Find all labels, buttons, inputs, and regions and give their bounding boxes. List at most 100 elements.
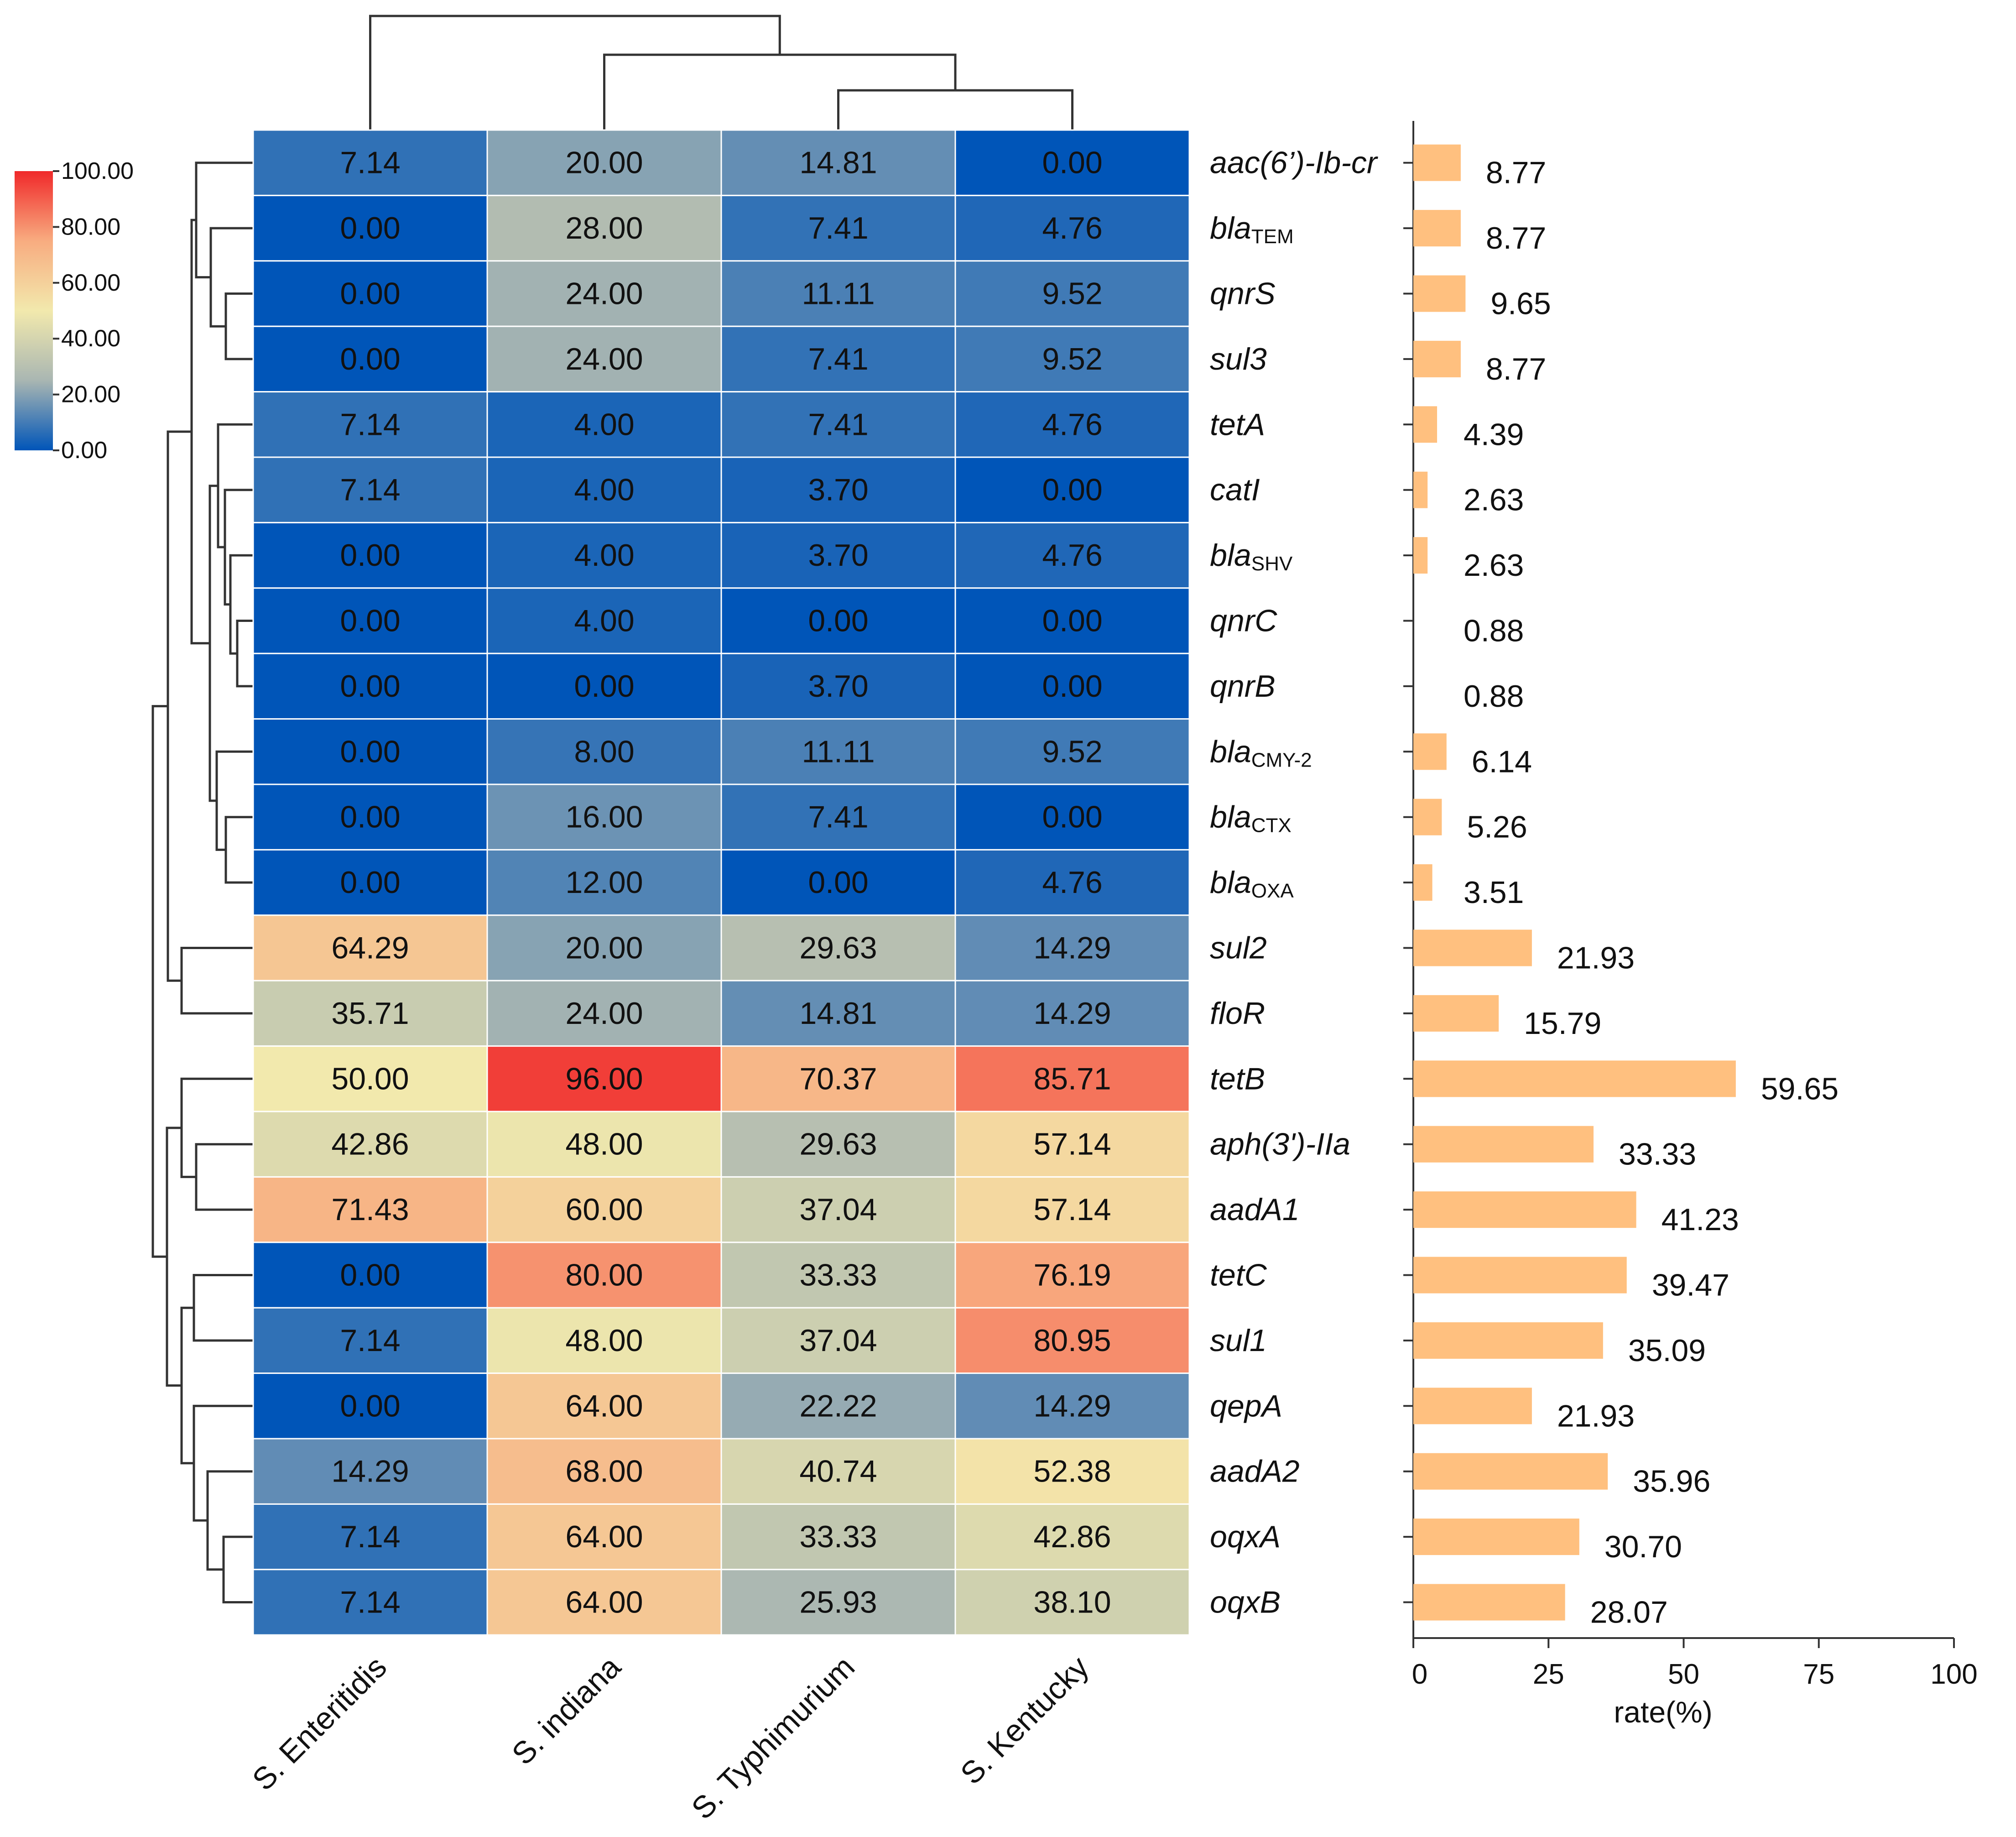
colorbar-tick-label: 0.00 bbox=[61, 437, 107, 464]
bar bbox=[1413, 1257, 1627, 1294]
cell-value: 0.00 bbox=[1042, 146, 1102, 180]
bar-value-label: 59.65 bbox=[1761, 1071, 1839, 1106]
cell-value: 24.00 bbox=[565, 277, 643, 311]
dendrogram-branch bbox=[222, 1535, 253, 1603]
cell-value: 50.00 bbox=[331, 1061, 409, 1096]
dendrogram-branch bbox=[236, 620, 253, 688]
gene-label: qepA bbox=[1210, 1388, 1282, 1423]
cell-value: 0.00 bbox=[1042, 604, 1102, 638]
colorbar-tick-label: 60.00 bbox=[61, 270, 120, 296]
bar-value-label: 3.51 bbox=[1464, 875, 1524, 910]
cell-value: 7.41 bbox=[808, 211, 868, 245]
heatmap: 7.14 20.00 14.81 0.00 0.00 28.00 7.41 4.76 0.00 2… bbox=[252, 129, 1190, 1636]
heatmap-cell bbox=[486, 1111, 722, 1178]
heatmap-cell bbox=[954, 194, 1190, 262]
bar bbox=[1413, 733, 1447, 770]
bar bbox=[1413, 275, 1466, 312]
heatmap-cell bbox=[486, 260, 722, 327]
heatmap-cell bbox=[252, 718, 488, 785]
gene-label: aph(3')-IIa bbox=[1210, 1127, 1350, 1162]
x-tick-label: 100 bbox=[1930, 1659, 1977, 1690]
heatmap-cell bbox=[720, 1503, 956, 1571]
bar bbox=[1413, 864, 1433, 901]
heatmap-cell bbox=[486, 1045, 722, 1112]
heatmap-cell bbox=[252, 522, 488, 589]
cell-value: 11.11 bbox=[802, 277, 875, 311]
bar-value-label: 5.26 bbox=[1467, 810, 1527, 845]
heatmap-cell bbox=[252, 1242, 488, 1309]
heatmap-cell bbox=[486, 129, 722, 196]
heatmap-cell bbox=[252, 260, 488, 327]
dendrogram-branch bbox=[206, 1470, 253, 1571]
gene-label: blaTEM bbox=[1210, 211, 1294, 247]
heatmap-cell bbox=[720, 1111, 956, 1178]
dendrogram-branch bbox=[195, 1143, 253, 1211]
gene-label: sul3 bbox=[1210, 342, 1267, 376]
column-labels: S. Enteritidis S. indiana S. Typhimurium S.… bbox=[245, 1649, 1095, 1826]
cell-value: 80.95 bbox=[1033, 1323, 1111, 1358]
cell-value: 7.14 bbox=[340, 473, 400, 507]
gene-label: aadA1 bbox=[1210, 1192, 1300, 1227]
bar bbox=[1413, 340, 1461, 377]
colorbar-tick-label: 100.00 bbox=[61, 158, 134, 184]
gene-label: blaOXA bbox=[1210, 865, 1294, 902]
cell-value: 14.29 bbox=[1033, 996, 1111, 1031]
gene-label: aadA2 bbox=[1210, 1454, 1300, 1489]
heatmap-cell bbox=[720, 1176, 956, 1243]
heatmap-cell bbox=[954, 456, 1190, 523]
heatmap-cell bbox=[486, 587, 722, 654]
cell-value: 14.29 bbox=[331, 1454, 409, 1489]
dendrogram-branch bbox=[209, 227, 253, 328]
cell-value: 0.00 bbox=[808, 604, 868, 638]
cell-value: 4.76 bbox=[1042, 865, 1102, 900]
heatmap-cell bbox=[252, 587, 488, 654]
cell-value: 48.00 bbox=[565, 1323, 643, 1358]
cell-value: 64.00 bbox=[565, 1519, 643, 1554]
bar-value-label: 28.07 bbox=[1590, 1595, 1668, 1630]
bar-value-label: 8.77 bbox=[1486, 221, 1546, 256]
heatmap-cell bbox=[720, 980, 956, 1047]
heatmap-cell bbox=[252, 652, 488, 720]
dendrogram-branch bbox=[369, 15, 781, 130]
gene-label: tetC bbox=[1210, 1258, 1267, 1293]
bar bbox=[1413, 1388, 1532, 1425]
cell-value: 3.70 bbox=[808, 669, 868, 704]
x-axis-title: rate(%) bbox=[1614, 1695, 1712, 1729]
cell-value: 0.00 bbox=[1042, 800, 1102, 835]
cell-value: 85.71 bbox=[1033, 1061, 1111, 1096]
cell-value: 7.14 bbox=[340, 407, 400, 442]
cell-value: 9.52 bbox=[1042, 734, 1102, 769]
heatmap-cell bbox=[954, 260, 1190, 327]
bar-value-label: 2.63 bbox=[1464, 483, 1524, 517]
cell-value: 0.00 bbox=[1042, 669, 1102, 704]
heatmap-cell bbox=[954, 980, 1190, 1047]
cell-value: 33.33 bbox=[799, 1258, 877, 1293]
cell-value: 0.00 bbox=[340, 669, 400, 704]
dendrogram-branch bbox=[193, 1274, 253, 1342]
bar-value-label: 9.65 bbox=[1490, 287, 1551, 321]
bar-value-label: 15.79 bbox=[1524, 1006, 1601, 1041]
heatmap-cell bbox=[720, 1569, 956, 1636]
bar bbox=[1413, 1519, 1579, 1555]
heatmap-cell bbox=[720, 914, 956, 981]
cell-value: 7.41 bbox=[808, 407, 868, 442]
cell-value: 3.70 bbox=[808, 473, 868, 507]
cell-value: 48.00 bbox=[565, 1127, 643, 1162]
bar bbox=[1413, 1060, 1736, 1097]
bar bbox=[1413, 1322, 1603, 1359]
heatmap-cell bbox=[954, 1176, 1190, 1243]
gene-label: sul1 bbox=[1210, 1323, 1267, 1358]
heatmap-cell bbox=[954, 1569, 1190, 1636]
cell-value: 14.29 bbox=[1033, 1388, 1111, 1423]
heatmap-cell bbox=[954, 1242, 1190, 1309]
cell-value: 76.19 bbox=[1033, 1258, 1111, 1293]
heatmap-cell bbox=[486, 1176, 722, 1243]
bar bbox=[1413, 406, 1438, 443]
cell-value: 29.63 bbox=[799, 931, 877, 965]
cell-value: 40.74 bbox=[799, 1454, 877, 1489]
cell-value: 7.14 bbox=[340, 1323, 400, 1358]
cell-value: 0.00 bbox=[808, 865, 868, 900]
cell-value: 12.00 bbox=[565, 865, 643, 900]
bar-value-label: 2.63 bbox=[1464, 548, 1524, 583]
